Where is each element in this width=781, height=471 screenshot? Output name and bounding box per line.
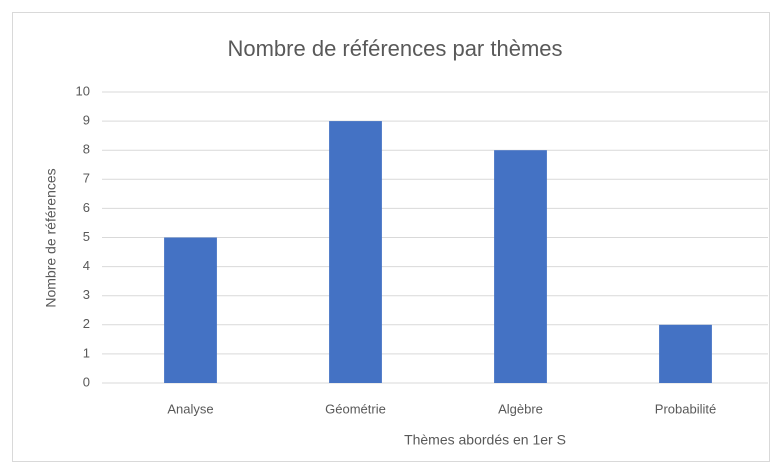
y-tick-label: 9 [83, 113, 90, 128]
y-tick-label: 2 [83, 316, 90, 331]
y-tick-label: 5 [83, 229, 90, 244]
x-tick-label: Algèbre [498, 401, 543, 416]
y-tick-label: 3 [83, 287, 90, 302]
bar [494, 150, 547, 383]
y-tick-label: 1 [83, 345, 90, 360]
x-tick-label: Géométrie [325, 401, 386, 416]
y-tick-label: 7 [83, 171, 90, 186]
y-tick-label: 4 [83, 258, 90, 273]
x-tick-label: Probabilité [655, 401, 716, 416]
y-tick-label: 6 [83, 200, 90, 215]
x-axis-title: Thèmes abordés en 1er S [404, 432, 566, 448]
y-axis-title: Nombre de références [43, 168, 59, 307]
bar [659, 324, 712, 383]
bar [329, 121, 382, 383]
y-tick-label: 8 [83, 142, 90, 157]
bar [164, 237, 217, 383]
y-tick-label: 10 [76, 83, 90, 98]
x-tick-label: Analyse [167, 401, 213, 416]
y-tick-label: 0 [83, 374, 90, 389]
chart-title: Nombre de références par thèmes [227, 36, 562, 61]
